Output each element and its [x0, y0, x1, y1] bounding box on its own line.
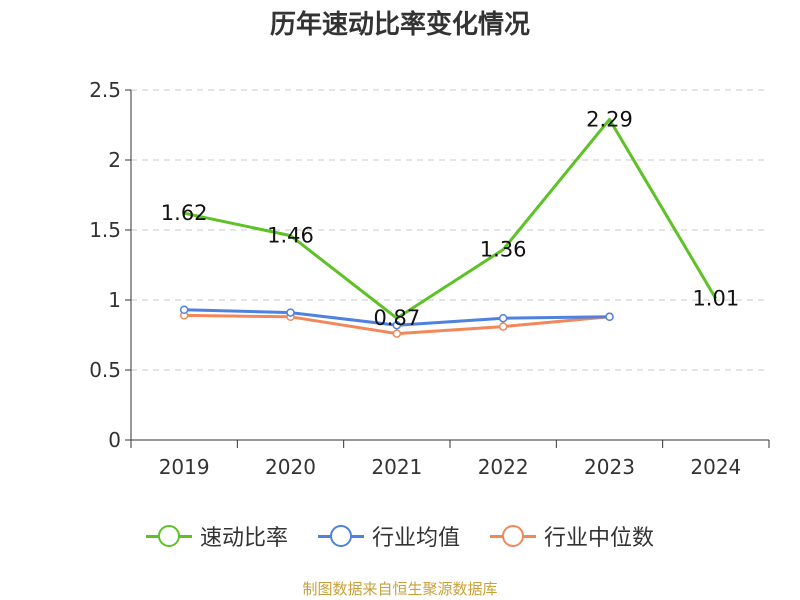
- data-label: 1.01: [692, 287, 739, 311]
- y-tick-label: 2: [108, 148, 121, 172]
- data-label: 1.62: [161, 201, 208, 225]
- data-label: 0.87: [373, 306, 420, 330]
- y-tick-label: 2.5: [89, 78, 121, 102]
- y-tick-label: 0.5: [89, 358, 121, 382]
- y-tick-label: 1: [108, 288, 121, 312]
- x-tick-label: 2022: [478, 455, 529, 479]
- series-point: [392, 320, 402, 330]
- legend-marker-industry-median: [490, 524, 536, 548]
- x-tick-label: 2023: [584, 455, 635, 479]
- series-point: [498, 322, 508, 331]
- legend-marker-quick-ratio: [145, 524, 192, 548]
- series-point: [605, 312, 614, 322]
- series-line: [183, 117, 718, 320]
- legend-item-industry-mean[interactable]: 行业均值: [317, 520, 460, 552]
- x-tick-label: 2021: [371, 455, 422, 479]
- legend-label-industry-median: 行业中位数: [544, 526, 655, 551]
- legend: 速动比率 行业均值 行业中位数: [0, 520, 800, 552]
- y-tick-label: 1.5: [89, 218, 121, 242]
- series-point: [286, 308, 295, 317]
- x-tick-label: 2019: [159, 455, 210, 479]
- x-tick-label: 2024: [690, 455, 741, 479]
- legend-label-industry-mean: 行业均值: [371, 526, 460, 551]
- data-label: 1.36: [480, 238, 527, 262]
- series-point: [179, 305, 189, 315]
- data-source-note: 制图数据来自恒生聚源数据库: [302, 580, 498, 598]
- y-tick-label: 0: [108, 428, 121, 452]
- legend-item-industry-median[interactable]: 行业中位数: [490, 520, 654, 552]
- x-tick-label: 2020: [265, 455, 316, 479]
- series-point: [498, 313, 508, 323]
- data-label: 1.46: [267, 224, 314, 248]
- legend-marker-industry-mean: [317, 524, 364, 548]
- data-label: 2.29: [586, 107, 633, 131]
- chart-title: 历年速动比率变化情况: [269, 10, 530, 40]
- legend-item-quick-ratio[interactable]: 速动比率: [145, 520, 288, 552]
- series-point: [392, 329, 402, 338]
- legend-label-quick-ratio: 速动比率: [199, 526, 288, 551]
